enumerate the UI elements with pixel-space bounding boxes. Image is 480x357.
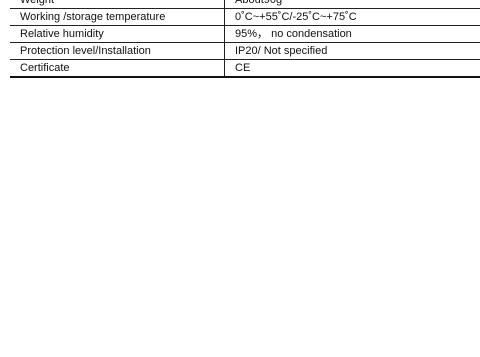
table-row-protection: Protection level/Installation IP20/ Not … [10,42,480,60]
specification-table-body: Weight About90g Working /storage tempera… [10,0,480,78]
table-row-certificate: Certificate CE [10,59,480,78]
specification-table: Weight About90g Working /storage tempera… [10,0,480,78]
param-label-protection: Protection level/Installation [10,42,225,60]
param-value-temperature: 0˚C~+55˚C/-25˚C~+75˚C [224,8,480,26]
param-label-certificate: Certificate [10,59,225,78]
table-row-weight: Weight About90g [10,0,480,9]
param-label-weight: Weight [10,0,225,9]
param-label-temperature: Working /storage temperature [10,8,225,26]
param-value-weight: About90g [224,0,480,9]
param-value-protection: IP20/ Not specified [224,42,480,60]
param-value-certificate: CE [224,59,480,78]
param-label-humidity: Relative humidity [10,25,225,43]
param-value-humidity: 95%， no condensation [224,25,480,43]
table-row-temperature: Working /storage temperature 0˚C~+55˚C/-… [10,8,480,26]
table-row-humidity: Relative humidity 95%， no condensation [10,25,480,43]
